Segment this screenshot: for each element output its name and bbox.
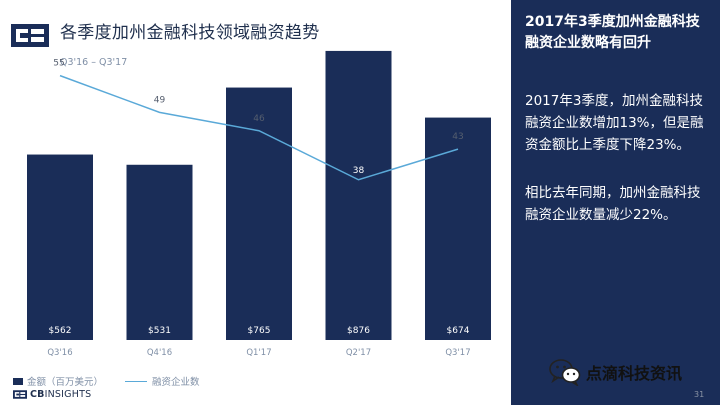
cb-insights-logo-icon — [11, 24, 49, 47]
page-number: 31 — [694, 390, 705, 399]
brand-name-rest: INSIGHTS — [44, 389, 92, 400]
insight-panel: 2017年3季度加州金融科技融资企业数略有回升 2017年3季度，加州金融科技融… — [511, 0, 720, 405]
legend-bar-swatch — [13, 377, 23, 385]
legend-bar-label: 金额（百万美元） — [27, 377, 104, 388]
legend: 金额（百万美元） 融资企业数 — [13, 374, 200, 388]
panel-paragraph-1: 2017年3季度，加州金融科技融资企业数增加13%，但是融资金额比上季度下降23… — [525, 93, 704, 153]
chart-subtitle: Q3'16 – Q3'17 — [60, 57, 128, 68]
combo-chart: $562 Q3'16 $531 Q4'16 $765 Q1'17 $876 Q2'17 $674… — [27, 50, 491, 358]
line-value-label-2: 49 — [154, 95, 166, 105]
brand-name-bold: CB — [30, 389, 45, 400]
bar-value-label-5: $674 — [447, 326, 470, 336]
bar-value-label-3: $765 — [248, 326, 271, 336]
x-tick-label-4: Q2'17 — [346, 348, 371, 358]
wechat-watermark: 点滴科技资讯 — [549, 357, 709, 387]
bar-3 — [226, 87, 292, 340]
bar-4 — [325, 50, 392, 341]
line-value-label-4: 38 — [353, 166, 365, 176]
chart-title: 各季度加州金融科技领域融资趋势 — [60, 23, 320, 43]
panel-paragraph-2: 相比去年同期，加州金融科技融资企业数量减少22%。 — [525, 185, 701, 223]
bar-value-label-1: $562 — [49, 326, 72, 336]
x-tick-label-3: Q1'17 — [246, 348, 271, 358]
wechat-icon — [549, 359, 581, 386]
line-value-label-3: 46 — [253, 114, 265, 124]
cb-insights-mini-logo-icon — [13, 390, 27, 399]
panel-title: 2017年3季度加州金融科技融资企业数略有回升 — [525, 14, 700, 51]
wechat-account-name: 点滴科技资讯 — [586, 364, 683, 383]
bar-1 — [27, 154, 93, 340]
line-series-count — [59, 74, 459, 181]
line-value-label-1: 55 — [53, 59, 64, 69]
bar-2 — [126, 164, 193, 340]
legend-line-label: 融资企业数 — [152, 377, 200, 388]
x-tick-label-5: Q3'17 — [445, 348, 470, 358]
cb-insights-brand: CB INSIGHTS — [13, 389, 91, 400]
x-tick-label-2: Q4'16 — [147, 348, 172, 358]
x-tick-label-1: Q3'16 — [47, 348, 72, 358]
legend-line-swatch — [125, 380, 148, 382]
line-value-label-5: 43 — [452, 132, 463, 142]
bar-value-label-2: $531 — [148, 326, 171, 336]
bar-value-label-4: $876 — [347, 326, 370, 336]
bar-5 — [425, 117, 491, 340]
